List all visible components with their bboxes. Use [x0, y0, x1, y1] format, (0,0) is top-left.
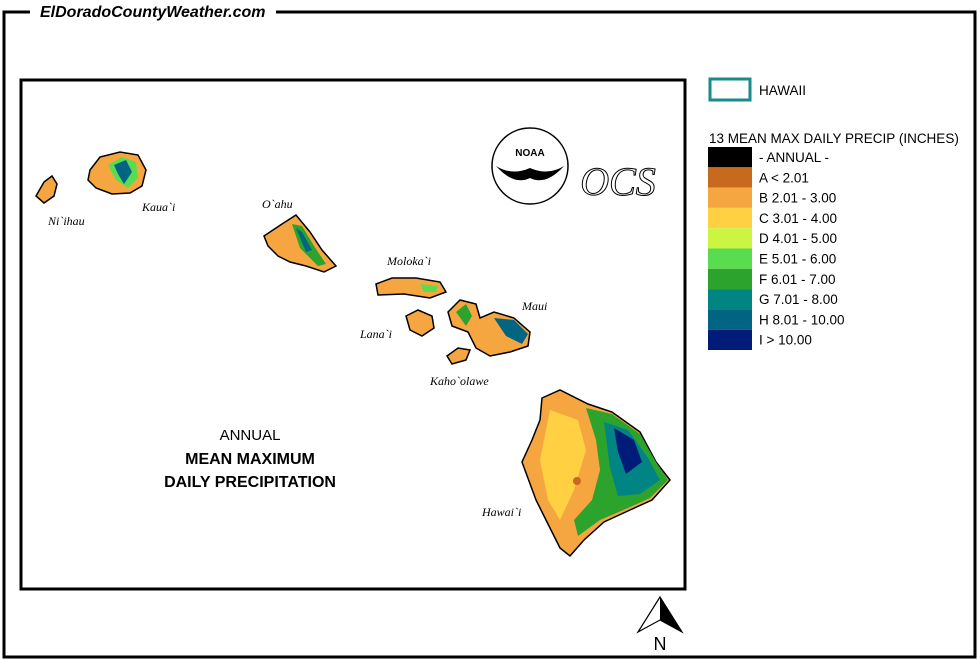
legend-label: F 6.01 - 7.00	[759, 272, 836, 287]
legend-swatch	[708, 268, 752, 290]
legend-label: B 2.01 - 3.00	[759, 191, 836, 206]
island-kahoolawe	[445, 347, 472, 365]
legend-label: D 4.01 - 5.00	[759, 231, 837, 246]
legend-heading: 13 MEAN MAX DAILY PRECIP (INCHES)	[709, 131, 959, 146]
region-label: HAWAII	[759, 83, 806, 98]
site-title: ElDoradoCountyWeather.com	[40, 4, 266, 21]
island-label: O`ahu	[262, 197, 293, 211]
molokai-wet	[420, 284, 438, 292]
kauai-wettest	[114, 160, 132, 184]
legend-swatch	[708, 187, 752, 208]
legend-label: E 5.01 - 6.00	[759, 252, 836, 267]
hawaii-wettest	[614, 428, 642, 474]
legend-label: I > 10.00	[759, 333, 812, 348]
legend-swatch	[708, 147, 752, 168]
island-label: Moloka`i	[386, 254, 431, 268]
north-label: N	[654, 634, 667, 654]
maui-east-wet	[494, 318, 528, 344]
legend-swatch	[708, 207, 752, 229]
legend-swatch	[708, 228, 752, 249]
island-label: Maui	[521, 299, 547, 313]
legend-swatch	[708, 248, 752, 269]
legend-label: G 7.01 - 8.00	[759, 292, 838, 307]
legend-label: C 3.01 - 4.00	[759, 211, 837, 226]
island-lanai	[405, 309, 435, 337]
legend-swatch	[708, 289, 752, 310]
noaa-bird	[496, 166, 564, 181]
oahu-wettest	[296, 228, 312, 252]
legend-swatch	[708, 309, 752, 330]
island-niihau	[35, 174, 58, 204]
legend-swatch	[708, 167, 752, 188]
legend: - ANNUAL - A < 2.01 B 2.01 - 3.00 C 3.01 - …	[708, 147, 845, 350]
island-label: Ni`ihau	[47, 214, 85, 228]
region-swatch	[708, 77, 752, 102]
map-title-line: ANNUAL	[220, 427, 281, 444]
legend-label: - ANNUAL -	[759, 150, 829, 165]
north-arrow-shade	[660, 597, 682, 632]
legend-swatch	[708, 329, 752, 350]
outer-frame	[2, 10, 977, 659]
legend-label: A < 2.01	[759, 170, 809, 185]
map-title-line: DAILY PRECIPITATION	[164, 474, 336, 491]
maui-west-wet	[456, 304, 472, 326]
islands	[35, 151, 671, 558]
noaa-logo	[491, 127, 569, 205]
hawaii-mid	[540, 410, 586, 520]
hawaii-summit	[573, 477, 581, 485]
island-label: Lana`i	[359, 327, 392, 341]
island-label: Kaho`olawe	[429, 374, 489, 388]
title-backdrop	[30, 2, 276, 22]
noaa-text: NOAA	[515, 148, 544, 159]
legend-label: H 8.01 - 10.00	[759, 312, 845, 327]
island-label: Hawai`i	[481, 505, 521, 519]
island-molokai	[375, 277, 448, 299]
ocs-logo: OCS	[580, 159, 656, 204]
map-title-line: MEAN MAXIMUM	[185, 451, 315, 468]
island-label: Kaua`i	[141, 200, 175, 214]
